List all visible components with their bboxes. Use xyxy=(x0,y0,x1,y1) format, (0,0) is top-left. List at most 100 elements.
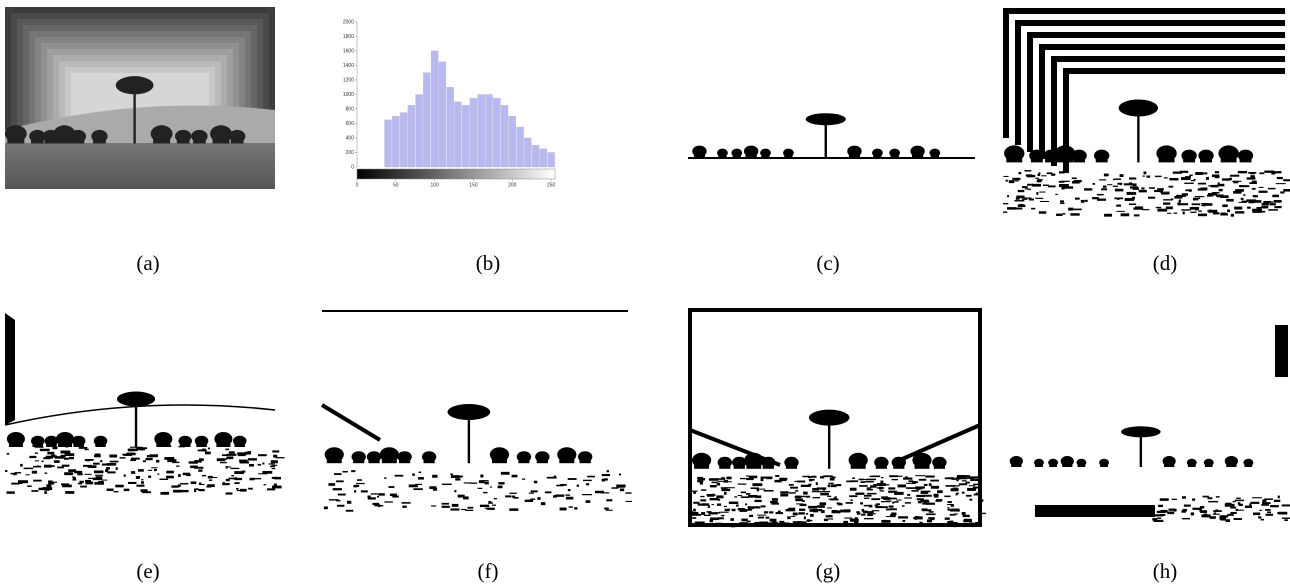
elephant-legs xyxy=(849,154,860,157)
noise xyxy=(867,524,876,527)
noise xyxy=(166,476,174,479)
noise xyxy=(1181,209,1190,210)
elephant-legs xyxy=(9,443,23,447)
noise xyxy=(872,510,880,511)
noise xyxy=(1146,175,1150,177)
noise xyxy=(1220,213,1228,215)
noise xyxy=(880,490,884,491)
noise xyxy=(864,498,869,499)
noise xyxy=(85,459,94,461)
bar xyxy=(454,102,461,167)
noise xyxy=(801,485,811,487)
noise xyxy=(976,493,978,496)
tree-crown xyxy=(806,113,846,125)
elephant-legs xyxy=(915,465,930,469)
noise xyxy=(490,486,492,487)
noise xyxy=(1081,200,1084,203)
noise xyxy=(945,517,950,519)
noise xyxy=(871,498,880,500)
noise xyxy=(1156,207,1161,208)
noise xyxy=(31,490,38,492)
elephant-legs xyxy=(559,459,574,463)
noise xyxy=(954,513,957,514)
noise xyxy=(721,515,724,516)
elephant-legs xyxy=(353,460,364,463)
noise xyxy=(1167,512,1174,515)
noise xyxy=(110,461,119,463)
noise xyxy=(272,450,279,452)
noise xyxy=(35,460,39,461)
noise xyxy=(1239,202,1247,203)
noise xyxy=(1154,190,1163,192)
noise xyxy=(1125,198,1134,201)
noise xyxy=(88,478,96,479)
noise xyxy=(927,519,932,522)
noise xyxy=(1238,510,1244,511)
noise xyxy=(10,473,16,474)
noise xyxy=(929,523,934,525)
noise xyxy=(206,486,211,488)
noise xyxy=(874,505,878,507)
noise xyxy=(1247,177,1256,179)
noise xyxy=(844,517,852,518)
noise xyxy=(262,462,264,464)
noise xyxy=(956,480,958,481)
noise xyxy=(1222,204,1227,207)
noise xyxy=(898,484,906,487)
elephant-legs xyxy=(213,139,230,144)
noise xyxy=(234,482,239,484)
noise xyxy=(1142,175,1145,176)
bar xyxy=(486,95,493,168)
noise xyxy=(1259,187,1264,188)
noise xyxy=(191,481,197,484)
noise xyxy=(509,508,518,511)
noise xyxy=(1003,176,1008,177)
noise xyxy=(20,464,22,467)
noise xyxy=(173,490,182,493)
elephant-legs xyxy=(45,140,58,144)
bar xyxy=(470,98,477,167)
noise xyxy=(1171,198,1173,200)
noise xyxy=(230,468,239,469)
noise xyxy=(930,480,939,482)
noise xyxy=(1129,203,1136,205)
elephant-legs xyxy=(368,460,379,463)
y-tick-label: 1200 xyxy=(343,77,354,83)
noise xyxy=(347,501,351,504)
noise xyxy=(730,518,734,521)
noise xyxy=(836,484,841,486)
elephant-legs xyxy=(1006,158,1022,163)
noise xyxy=(738,495,742,496)
elephant-legs xyxy=(580,460,591,463)
noise xyxy=(708,512,717,514)
noise xyxy=(718,481,724,482)
noise xyxy=(919,522,922,524)
noise xyxy=(780,491,788,493)
elephant-legs xyxy=(761,155,769,157)
noise xyxy=(1213,514,1220,515)
noise xyxy=(604,478,608,480)
noise xyxy=(1190,207,1199,210)
dark-band xyxy=(1035,505,1155,517)
noise xyxy=(11,483,19,485)
noise xyxy=(142,491,151,493)
noise xyxy=(902,505,905,506)
noise xyxy=(789,484,794,486)
elephant-legs xyxy=(537,460,548,463)
noise xyxy=(933,494,938,497)
noise xyxy=(545,491,552,493)
noise xyxy=(1113,186,1118,187)
noise xyxy=(1230,175,1239,177)
noise xyxy=(1192,508,1202,510)
noise xyxy=(272,468,276,469)
noise xyxy=(334,473,341,475)
noise xyxy=(94,482,104,485)
noise xyxy=(1278,496,1280,499)
noise xyxy=(903,478,912,480)
noise xyxy=(922,509,932,511)
noise xyxy=(512,475,518,478)
noise xyxy=(1013,208,1022,210)
noise xyxy=(1207,497,1212,499)
noise xyxy=(690,517,696,518)
noise xyxy=(237,452,247,454)
